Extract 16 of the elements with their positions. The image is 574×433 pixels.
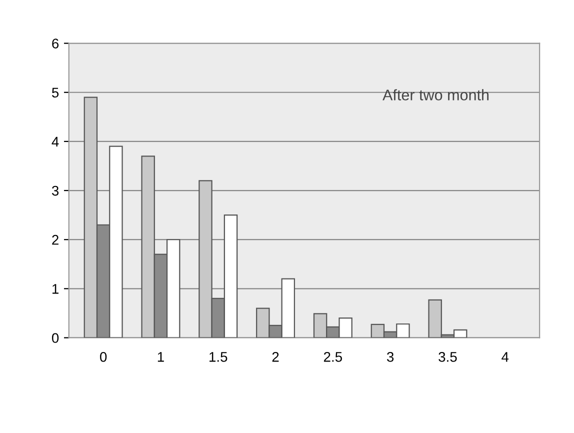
x-tick-label: 2.5 [324, 352, 342, 362]
x-tick-label: 2 [272, 352, 279, 362]
y-tick-label: 0 [52, 333, 59, 343]
y-tick-label: 2 [52, 234, 58, 245]
x-tick-label: 1.5 [210, 352, 228, 362]
x-tick-label: 3 [386, 352, 394, 362]
y-tick-label: 6 [52, 38, 59, 48]
annotation: After two month [382, 89, 489, 100]
x-tick-label: 3.5 [438, 352, 457, 362]
y-tick-label: 5 [52, 88, 59, 98]
x-tick-label: 0 [100, 352, 107, 362]
x-tick-label: 1 [158, 352, 164, 362]
y-tick-label: 1 [52, 284, 58, 294]
y-tick-label: 4 [52, 136, 59, 146]
x-tick-label: 4 [502, 352, 509, 362]
y-tick-label: 3 [52, 186, 59, 196]
